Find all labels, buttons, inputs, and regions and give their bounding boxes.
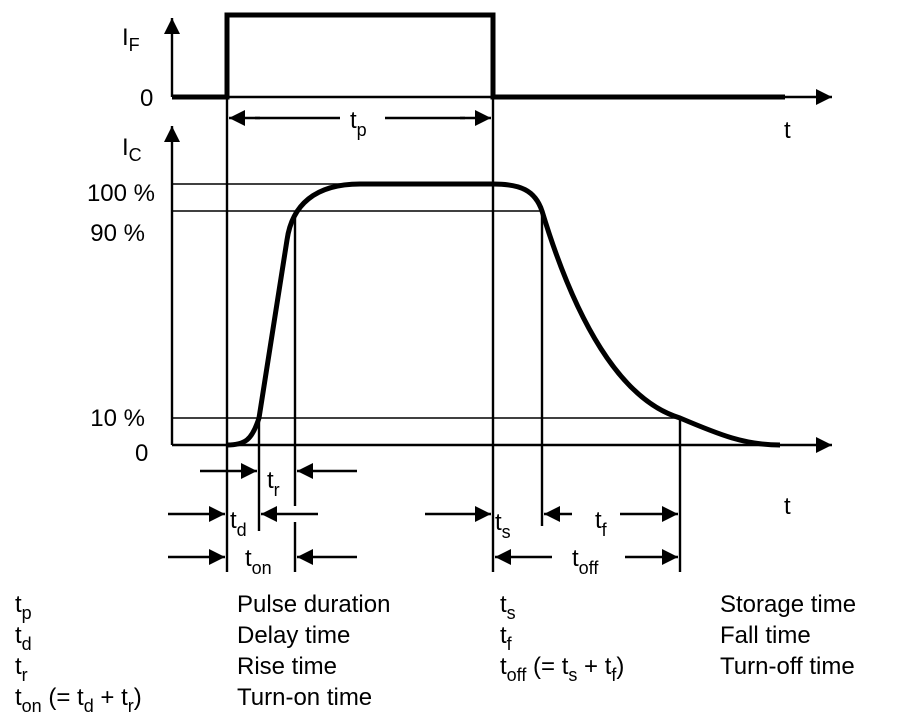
legend-desc-ts: Storage time (720, 591, 856, 618)
legend-sym-ts: ts (500, 591, 516, 623)
tr-label: tr (267, 467, 280, 500)
legend-desc-tf: Fall time (720, 622, 811, 649)
ic-axis: IC 100 % 90 % 10 % 0 t (87, 126, 832, 520)
if-zero: 0 (140, 85, 153, 112)
legend-sym-td: td (15, 622, 32, 654)
legend-sym-tr: tr (15, 653, 28, 685)
legend-desc-ton: Turn-on time (237, 684, 372, 711)
tick-0: 0 (135, 440, 148, 467)
t-axis-bottom: t (784, 493, 791, 520)
if-pulse (172, 12, 785, 100)
ic-label: IC (122, 134, 142, 165)
toff-label: toff (572, 545, 599, 578)
legend-sym-tp: tp (15, 591, 32, 623)
legend-desc-toff: Turn-off time (720, 653, 855, 680)
tick-100: 100 % (87, 180, 155, 207)
interval-arrows (168, 463, 678, 565)
ts-label: ts (495, 509, 511, 542)
legend-desc-tp: Pulse duration (237, 591, 390, 618)
tf-label: tf (595, 507, 608, 540)
legend-sym-tf: tf (500, 622, 513, 654)
legend-sym-toff: toff (= ts + tf) (500, 653, 624, 685)
tp-label: tp (350, 107, 367, 140)
t-axis-top: t (784, 117, 791, 144)
td-label: td (230, 507, 247, 540)
if-label: IF (122, 24, 140, 55)
legend-desc-tr: Rise time (237, 653, 337, 680)
legend-desc-td: Delay time (237, 622, 350, 649)
ton-label: ton (245, 545, 272, 578)
legend: tp Pulse duration td Delay time tr Rise … (15, 591, 856, 716)
reference-lines (172, 97, 682, 572)
tick-90: 90 % (90, 220, 145, 247)
legend-sym-ton: ton (= td + tr) (15, 684, 142, 716)
tick-10: 10 % (90, 405, 145, 432)
ic-curve (226, 181, 781, 448)
